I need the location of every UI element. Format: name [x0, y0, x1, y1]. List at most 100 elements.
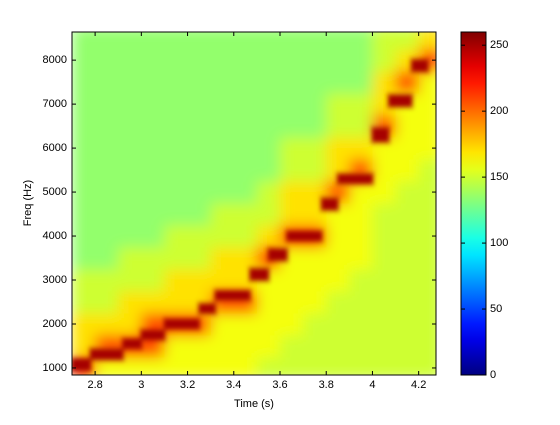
heatmap-cell: [164, 159, 189, 182]
heatmap-cell: [326, 71, 350, 94]
heatmap-cell: [303, 159, 327, 182]
heatmap-cell: [141, 247, 165, 270]
heatmap-cell: [72, 291, 96, 314]
heatmap-cell: [395, 137, 420, 160]
heatmap-cell: [210, 203, 235, 226]
x-tick-label: 3.4: [226, 379, 241, 391]
heatmap-cell: [210, 247, 235, 270]
heatmap-cell: [372, 291, 397, 314]
heatmap-cell: [372, 203, 397, 226]
heatmap-cell: [418, 32, 436, 50]
heatmap-cell: [395, 334, 420, 358]
heatmap-cell: [326, 115, 350, 138]
heatmap-cell: [395, 181, 420, 204]
heatmap-cell: [118, 181, 142, 204]
heatmap-cell: [72, 159, 96, 182]
heatmap-cell: [280, 269, 304, 292]
heatmap-cell: [95, 49, 119, 72]
heatmap-cell: [372, 312, 397, 336]
heatmap-cell: [256, 49, 281, 72]
x-tick-label: 4.2: [411, 379, 426, 391]
y-tick-label: 6000: [43, 142, 67, 154]
heatmap-cell: [164, 71, 189, 94]
heatmap-cell: [395, 247, 420, 270]
heatmap-cell: [372, 181, 397, 204]
heatmap-cell: [187, 269, 212, 292]
heatmap-cell: [95, 93, 119, 116]
heatmap-cell: [210, 269, 235, 292]
heatmap-cell: [118, 203, 142, 226]
colorbar-tick-label: 250: [490, 39, 508, 51]
heatmap-cell: [95, 32, 119, 50]
heatmap-cell: [210, 93, 235, 116]
heatmap-cell: [349, 356, 373, 375]
heatmap-cell: [187, 356, 212, 375]
heatmap-cell: [280, 356, 304, 375]
heatmap-cell: [256, 32, 281, 50]
heatmap-cell: [349, 203, 373, 226]
ridge-halo: [197, 301, 218, 316]
plot-frame: [71, 31, 437, 376]
ridge-halo: [266, 246, 289, 264]
heatmap-cell: [164, 115, 189, 138]
y-tick-label: 2000: [43, 318, 67, 330]
heatmap-cell: [95, 247, 119, 270]
heatmap-cell: [349, 312, 373, 336]
heatmap-cell: [280, 32, 304, 50]
heatmap-cell: [326, 291, 350, 314]
heatmap-cell: [280, 137, 304, 160]
ridges: [72, 57, 430, 374]
heatmap-cell: [395, 356, 420, 375]
heatmap-cell: [256, 291, 281, 314]
heatmap-cell: [418, 356, 436, 375]
heatmap-cell: [280, 159, 304, 182]
heatmap-cell: [372, 49, 397, 72]
heatmap-cell: [349, 32, 373, 50]
heatmap-cell: [418, 334, 436, 358]
heatmap-cell: [395, 269, 420, 292]
heatmap-cell: [72, 203, 96, 226]
heatmap-cell: [395, 115, 420, 138]
heatmap-cell: [326, 32, 350, 50]
heatmap-cell: [72, 225, 96, 248]
heatmap-cell: [418, 115, 436, 138]
heatmap-cell: [280, 93, 304, 116]
heatmap-cell: [210, 32, 235, 50]
heatmap-cell: [326, 334, 350, 358]
heatmap-cell: [210, 225, 235, 248]
heatmap-cell: [349, 115, 373, 138]
heatmap-cell: [303, 247, 327, 270]
heatmap-cell: [187, 181, 212, 204]
y-axis-label: Freq (Hz): [22, 180, 34, 226]
heatmap-cell: [303, 71, 327, 94]
heatmap-cell: [164, 49, 189, 72]
heatmap-cell: [372, 269, 397, 292]
heatmap-cell: [418, 269, 436, 292]
heatmap-cell: [256, 312, 281, 336]
heatmap: [72, 32, 436, 375]
heatmap-cell: [141, 225, 165, 248]
heatmap-cell: [349, 137, 373, 160]
heatmap-cell: [418, 93, 436, 116]
heatmap-cell: [95, 71, 119, 94]
heatmap-cell: [95, 203, 119, 226]
heatmap-cell: [187, 159, 212, 182]
ridge-halo: [370, 125, 391, 145]
heatmap-cell: [372, 225, 397, 248]
heatmap-cell: [280, 203, 304, 226]
heatmap-cell: [72, 115, 96, 138]
colorbar-tick-label: 50: [490, 303, 502, 315]
heatmap-cell: [418, 159, 436, 182]
heatmap-cell: [164, 203, 189, 226]
heatmap-cell: [256, 159, 281, 182]
heatmap-cell: [210, 71, 235, 94]
heatmap-cell: [280, 334, 304, 358]
heatmap-cell: [72, 32, 96, 50]
heatmap-cell: [141, 203, 165, 226]
heatmap-cell: [303, 137, 327, 160]
x-tick-label: 3.2: [180, 379, 195, 391]
heatmap-cell: [418, 247, 436, 270]
heatmap-cell: [233, 225, 258, 248]
heatmap-cell: [141, 291, 165, 314]
heatmap-cell: [256, 203, 281, 226]
